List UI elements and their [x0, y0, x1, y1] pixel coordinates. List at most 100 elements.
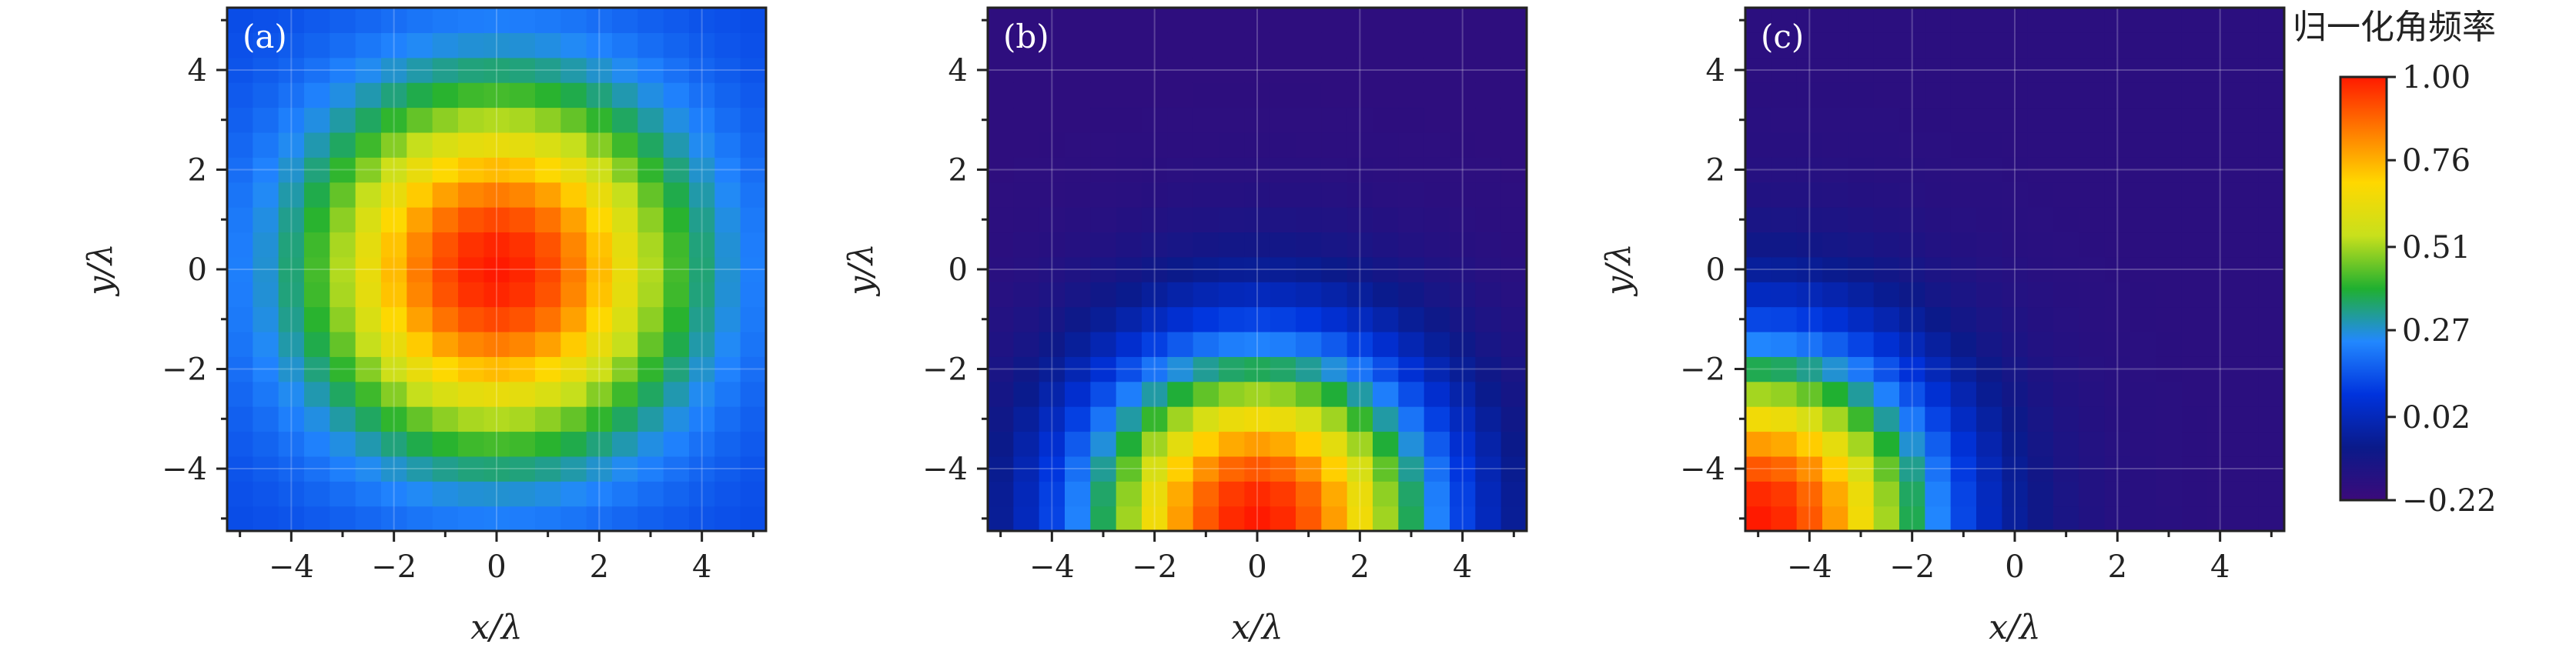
heatmap-cell — [1950, 32, 1977, 58]
heatmap-cell — [1475, 256, 1502, 282]
heatmap-cell — [1976, 32, 2002, 58]
heatmap-cell — [689, 456, 715, 482]
heatmap-cell — [988, 331, 1014, 357]
heatmap-cell — [1142, 182, 1168, 208]
heatmap-cell — [1321, 207, 1348, 233]
heatmap-cell — [1745, 331, 1771, 357]
heatmap-cell — [1116, 182, 1142, 208]
heatmap-cell — [2207, 282, 2233, 308]
heatmap-cell — [458, 232, 484, 258]
heatmap-cell — [586, 331, 613, 357]
heatmap-cell — [2079, 506, 2106, 532]
heatmap-cell — [1950, 282, 1977, 308]
heatmap-cell — [1013, 107, 1040, 133]
heatmap-cell — [1771, 132, 1798, 158]
heatmap-cell — [458, 107, 484, 133]
heatmap-cell — [227, 481, 253, 507]
heatmap-cell — [1065, 431, 1091, 457]
heatmap-cell — [2002, 82, 2029, 108]
heatmap-cell — [2027, 8, 2054, 33]
heatmap-cell — [278, 306, 305, 332]
heatmap-cell — [2079, 182, 2106, 208]
heatmap-cell — [1475, 8, 1502, 33]
heatmap-cell — [1296, 32, 1322, 58]
heatmap-cell — [2104, 356, 2131, 382]
heatmap-cell — [330, 306, 356, 332]
heatmap-cell — [1423, 8, 1450, 33]
heatmap-cell — [1771, 57, 1798, 83]
heatmap-cell — [2258, 406, 2285, 432]
heatmap-cell — [2181, 381, 2208, 407]
heatmap-cell — [1321, 406, 1348, 432]
heatmap-cell — [1899, 506, 1925, 532]
heatmap-cell — [1321, 182, 1348, 208]
heatmap-cell — [740, 157, 767, 183]
heatmap-cell — [612, 431, 638, 457]
heatmap-cell — [2130, 431, 2156, 457]
heatmap-cell — [1142, 431, 1168, 457]
heatmap-cell — [1167, 356, 1194, 382]
heatmap-cell — [1321, 107, 1348, 133]
heatmap-cell — [2207, 331, 2233, 357]
heatmap-cell — [689, 406, 715, 432]
heatmap-cell — [988, 107, 1014, 133]
heatmap-cell — [535, 8, 561, 33]
heatmap-cell — [1244, 232, 1271, 258]
heatmap-cell — [1167, 8, 1194, 33]
heatmap-cell — [1167, 331, 1194, 357]
heatmap-cell — [1475, 456, 1502, 482]
heatmap-cell — [304, 506, 330, 532]
heatmap-cell — [1244, 406, 1271, 432]
heatmap-cell — [714, 456, 741, 482]
heatmap-cell — [612, 182, 638, 208]
heatmap-cell — [1873, 232, 1900, 258]
heatmap-cell — [2002, 207, 2029, 233]
heatmap-cell — [1167, 207, 1194, 233]
heatmap-cell — [2027, 232, 2054, 258]
heatmap-cell — [1771, 207, 1798, 233]
heatmap-cell — [1270, 331, 1296, 357]
heatmap-cell — [1899, 207, 1925, 233]
heatmap-cell — [1219, 456, 1245, 482]
heatmap-cell — [1925, 406, 1952, 432]
heatmap-cell — [1321, 232, 1348, 258]
heatmap-cell — [2053, 331, 2079, 357]
heatmap-cell — [1013, 207, 1040, 233]
heatmap-cell — [1193, 306, 1219, 332]
heatmap-cell — [1899, 356, 1925, 382]
heatmap-cell — [1475, 82, 1502, 108]
heatmap-cell — [1013, 8, 1040, 33]
heatmap-cell — [355, 456, 382, 482]
heatmap-cell — [535, 381, 561, 407]
heatmap-cell — [1090, 282, 1117, 308]
heatmap-cell — [1899, 132, 1925, 158]
heatmap-cell — [2233, 32, 2260, 58]
heatmap-cell — [1039, 82, 1066, 108]
heatmap-cell — [586, 157, 613, 183]
heatmap-cell — [483, 132, 510, 158]
heatmap-cell — [227, 157, 253, 183]
heatmap-cell — [458, 381, 484, 407]
heatmap-cell — [1244, 256, 1271, 282]
heatmap-cell — [1450, 282, 1476, 308]
heatmap-cell — [663, 57, 690, 83]
heatmap-cell — [483, 506, 510, 532]
heatmap-cell — [1796, 107, 1823, 133]
heatmap-cell — [988, 506, 1014, 532]
heatmap-cell — [381, 132, 407, 158]
heatmap-cell — [2079, 157, 2106, 183]
heatmap-cell — [1296, 132, 1322, 158]
y-tick-label: 4 — [948, 53, 968, 88]
heatmap-cell — [1013, 182, 1040, 208]
heatmap-cell — [381, 157, 407, 183]
heatmap-cell — [2002, 381, 2029, 407]
heatmap-cell — [1873, 32, 1900, 58]
heatmap-cell — [1423, 132, 1450, 158]
heatmap-cell — [1347, 82, 1373, 108]
heatmap-cell — [406, 356, 433, 382]
heatmap-cell — [535, 82, 561, 108]
heatmap-cell — [1219, 232, 1245, 258]
heatmap-cell — [253, 481, 279, 507]
heatmap-cell — [2258, 132, 2285, 158]
heatmap-cell — [458, 207, 484, 233]
